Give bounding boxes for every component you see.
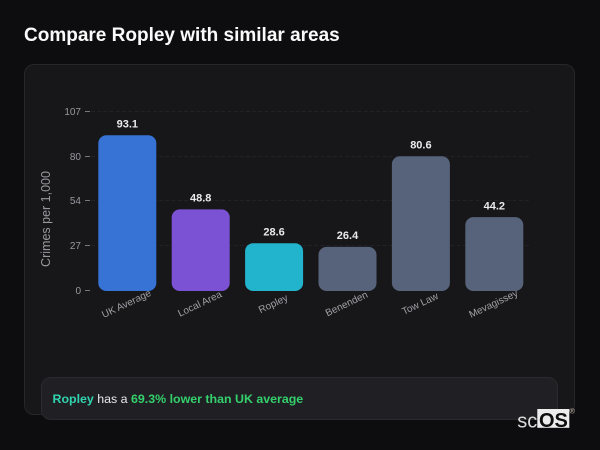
svg-text:107: 107 <box>64 107 81 118</box>
svg-text:80.6: 80.6 <box>410 139 431 151</box>
svg-text:sc: sc <box>517 411 537 433</box>
svg-text:27: 27 <box>70 241 82 252</box>
svg-text:93.1: 93.1 <box>117 119 138 131</box>
svg-text:28.6: 28.6 <box>263 226 284 238</box>
svg-text:48.8: 48.8 <box>190 193 211 205</box>
svg-text:®: ® <box>570 406 576 415</box>
svg-text:80: 80 <box>70 152 82 163</box>
svg-text:OS: OS <box>539 410 568 432</box>
svg-text:Crimes per 1,000: Crimes per 1,000 <box>39 171 53 267</box>
svg-text:54: 54 <box>70 196 82 207</box>
svg-text:44.2: 44.2 <box>484 200 505 212</box>
svg-text:0: 0 <box>75 286 81 297</box>
svg-text:26.4: 26.4 <box>337 230 359 242</box>
